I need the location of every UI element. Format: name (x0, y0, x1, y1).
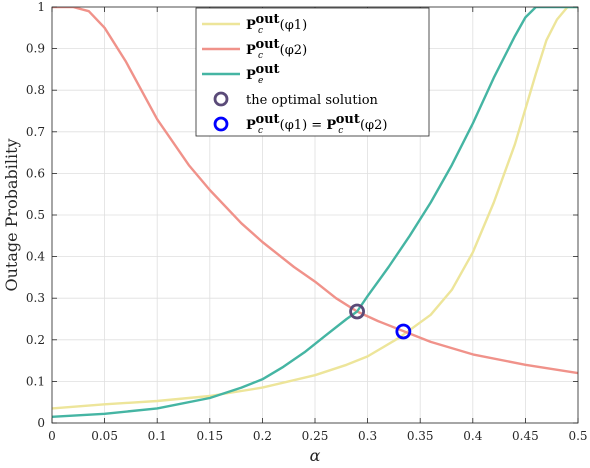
series-line-3 (52, 7, 578, 418)
x-tick-label: 0.5 (568, 429, 587, 443)
y-tick-label: 0.7 (26, 125, 45, 139)
x-tick-label: 0.4 (463, 429, 482, 443)
marker-2 (395, 323, 412, 340)
y-tick-label: 1 (37, 0, 45, 14)
tick-labels: 0 0.05 0.1 0.15 0.2 0.25 0.3 0.35 0.4 0.45 0.5 0 0.1… (26, 0, 588, 443)
legend-box (195, 7, 430, 137)
legend-marker-equal (213, 116, 229, 132)
legend-label-equal: Pout c (φ1) = Pout c (φ2) (246, 112, 387, 136)
x-tick-label: 0 (48, 429, 56, 443)
y-tick-label: 0.8 (26, 83, 45, 97)
x-tick-label: 0.2 (253, 429, 272, 443)
x-tick-label: 0.15 (196, 429, 223, 443)
marker-1 (349, 303, 365, 320)
x-tick-label: 0.05 (91, 429, 118, 443)
legend-marker-optimal (213, 91, 229, 107)
x-tick-label: 0.1 (148, 429, 167, 443)
y-tick-label: 0.5 (26, 208, 45, 222)
y-tick-label: 0.2 (26, 333, 45, 347)
legend-label-2: Pout c (φ2) (246, 37, 307, 61)
x-tick-label: 0.25 (302, 429, 329, 443)
y-tick-label: 0 (37, 416, 45, 430)
legend-label-optimal: the optimal solution (246, 93, 379, 108)
legend-label-1: Pout c (φ1) (246, 12, 307, 36)
y-tick-label: 0.9 (26, 42, 45, 56)
y-tick-label: 0.1 (26, 374, 45, 388)
legend: Pout c (φ1)Pout c (φ2)Pout e the optimal solut… (195, 7, 430, 137)
x-tick-label: 0.35 (407, 429, 434, 443)
y-axis-label: Outage Probability (2, 138, 21, 291)
legend-label-3: Pout e (246, 62, 280, 86)
plot-content (52, 7, 578, 418)
y-tick-label: 0.3 (26, 291, 45, 305)
x-tick-label: 0.45 (512, 429, 539, 443)
y-tick-label: 0.4 (26, 250, 45, 264)
y-tick-label: 0.6 (26, 166, 45, 180)
series-line-1 (52, 7, 578, 410)
x-tick-label: 0.3 (358, 429, 377, 443)
x-axis-label: α (310, 446, 321, 465)
series-line-2 (52, 7, 578, 375)
